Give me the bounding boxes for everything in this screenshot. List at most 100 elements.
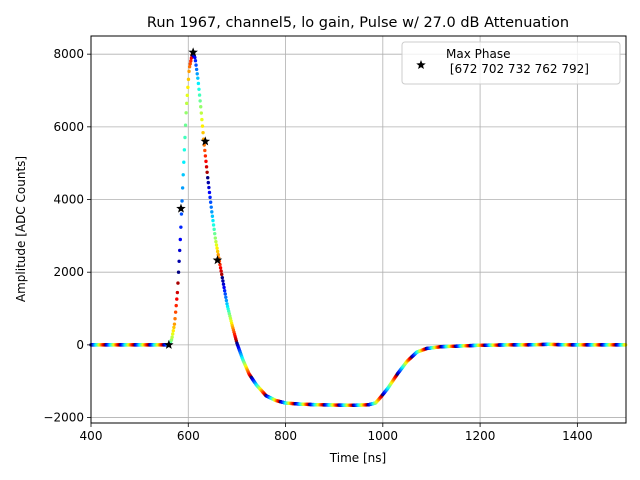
legend-label-line: Max Phase [446, 47, 510, 61]
pulse-sample-point [221, 279, 225, 283]
y-tick-label: −2000 [43, 411, 84, 425]
x-tick-label: 1200 [465, 429, 496, 443]
y-tick-label: 0 [76, 338, 84, 352]
max-phase-star [164, 339, 174, 349]
pulse-sample-point [194, 67, 199, 72]
x-tick-label: 1000 [368, 429, 399, 443]
pulse-sample-point [204, 165, 209, 169]
pulse-sample-point [222, 289, 227, 293]
pulse-sample-point [209, 205, 213, 209]
pulse-sample-point [183, 135, 187, 140]
pulse-sample-point [169, 338, 174, 342]
pulse-sample-point [214, 243, 219, 247]
pulse-sample-point [208, 195, 212, 200]
pulse-sample-point [172, 325, 176, 330]
pulse-sample-point [193, 55, 197, 60]
pulse-sample-point [179, 212, 184, 216]
pulse-sample-point [220, 272, 224, 277]
pulse-sample-point [211, 223, 216, 227]
pulse-sample-point [206, 176, 210, 180]
pulse-sample-point [220, 275, 225, 280]
pulse-sample-point [203, 148, 207, 153]
pulse-sample-point [197, 93, 202, 97]
pulse-sample-point [199, 105, 203, 109]
pulse-sample-point [173, 310, 178, 314]
pulse-sample-point [199, 111, 204, 115]
x-tick-label: 800 [274, 429, 297, 443]
x-tick-label: 1400 [562, 429, 593, 443]
pulse-sample-point [175, 290, 180, 295]
x-axis-label: Time [ns] [329, 451, 386, 465]
pulse-sample-point [179, 225, 183, 229]
y-axis-label: Amplitude [ADC Counts] [14, 156, 28, 302]
pulse-sample-point [183, 123, 188, 127]
plot-frame [90, 35, 627, 424]
x-tick-label: 600 [177, 429, 200, 443]
pulse-trace [89, 52, 628, 407]
max-phase-star [212, 255, 223, 265]
pulse-sample-point [197, 87, 201, 92]
pulse-sample-point [224, 295, 228, 299]
pulse-sample-point [212, 227, 216, 232]
pulse-sample-point [189, 56, 194, 60]
pulse-sample-point [207, 190, 212, 195]
pulse-sample-point [182, 160, 186, 164]
legend-star-icon [416, 60, 426, 70]
pulse-sample-point [201, 130, 205, 135]
pulse-sample-point [180, 199, 184, 203]
pulse-sample-point [208, 200, 213, 204]
pulse-sample-point [200, 117, 204, 122]
pulse-sample-point [221, 282, 226, 286]
pulse-sample-point [195, 72, 199, 76]
pulse-sample-point [173, 317, 177, 321]
pulse-sample-point [211, 218, 215, 223]
pulse-sample-point [219, 269, 223, 273]
pulse-sample-point [215, 246, 219, 250]
pulse-sample-point [185, 93, 189, 98]
pulse-sample-point [224, 298, 229, 303]
pulse-sample-point [178, 237, 182, 242]
pulse-sample-point [207, 185, 211, 190]
pulse-sample-point [170, 335, 174, 339]
pulse-sample-point [189, 59, 193, 63]
pulse-sample-point [174, 303, 178, 308]
pulse-sample-point [176, 281, 180, 285]
pulse-sample-point [184, 111, 188, 115]
pulse-sample-point [187, 65, 192, 69]
max-phase-star [176, 203, 186, 213]
pulse-sample-point [213, 231, 217, 236]
pulse-sample-point [198, 99, 202, 103]
pulse-sample-point [196, 81, 201, 86]
pulse-sample-point [222, 285, 226, 290]
y-tick-label: 8000 [53, 47, 84, 61]
pulse-sample-point [180, 186, 185, 190]
y-tick-label: 2000 [53, 265, 84, 279]
pulse-sample-point [205, 170, 209, 174]
pulse-sample-point [203, 154, 208, 158]
max-phase-star [200, 136, 211, 146]
pulse-sample-point [171, 332, 175, 336]
legend: Max Phase [672 702 732 762 792] [401, 41, 621, 85]
pulse-sample-point [215, 249, 220, 254]
legend-box [401, 41, 621, 85]
pulse-sample-point [186, 85, 190, 90]
legend-label-line: [672 702 732 762 792] [446, 62, 589, 76]
pulse-sample-point [200, 124, 205, 128]
pulse-sample-point [181, 173, 185, 177]
pulse-sample-point [172, 322, 177, 326]
pulse-sample-point [188, 62, 192, 66]
pulse-sample-point [210, 210, 214, 214]
pulse-sample-point [223, 292, 227, 296]
pulse-sample-point [193, 59, 198, 63]
pulse-sample-point [216, 253, 220, 257]
pulse-sample-point [186, 77, 191, 82]
pulse-sample-point [210, 214, 215, 218]
chart-title: Run 1967, channel5, lo gain, Pulse w/ 27… [147, 15, 569, 31]
pulse-sample-point [182, 148, 187, 152]
pulse-sample-point [206, 180, 211, 185]
plot-area [91, 36, 626, 423]
pulse-sample-point [218, 262, 222, 267]
pulse-sample-point [196, 76, 200, 80]
max-phase-markers [164, 47, 223, 349]
